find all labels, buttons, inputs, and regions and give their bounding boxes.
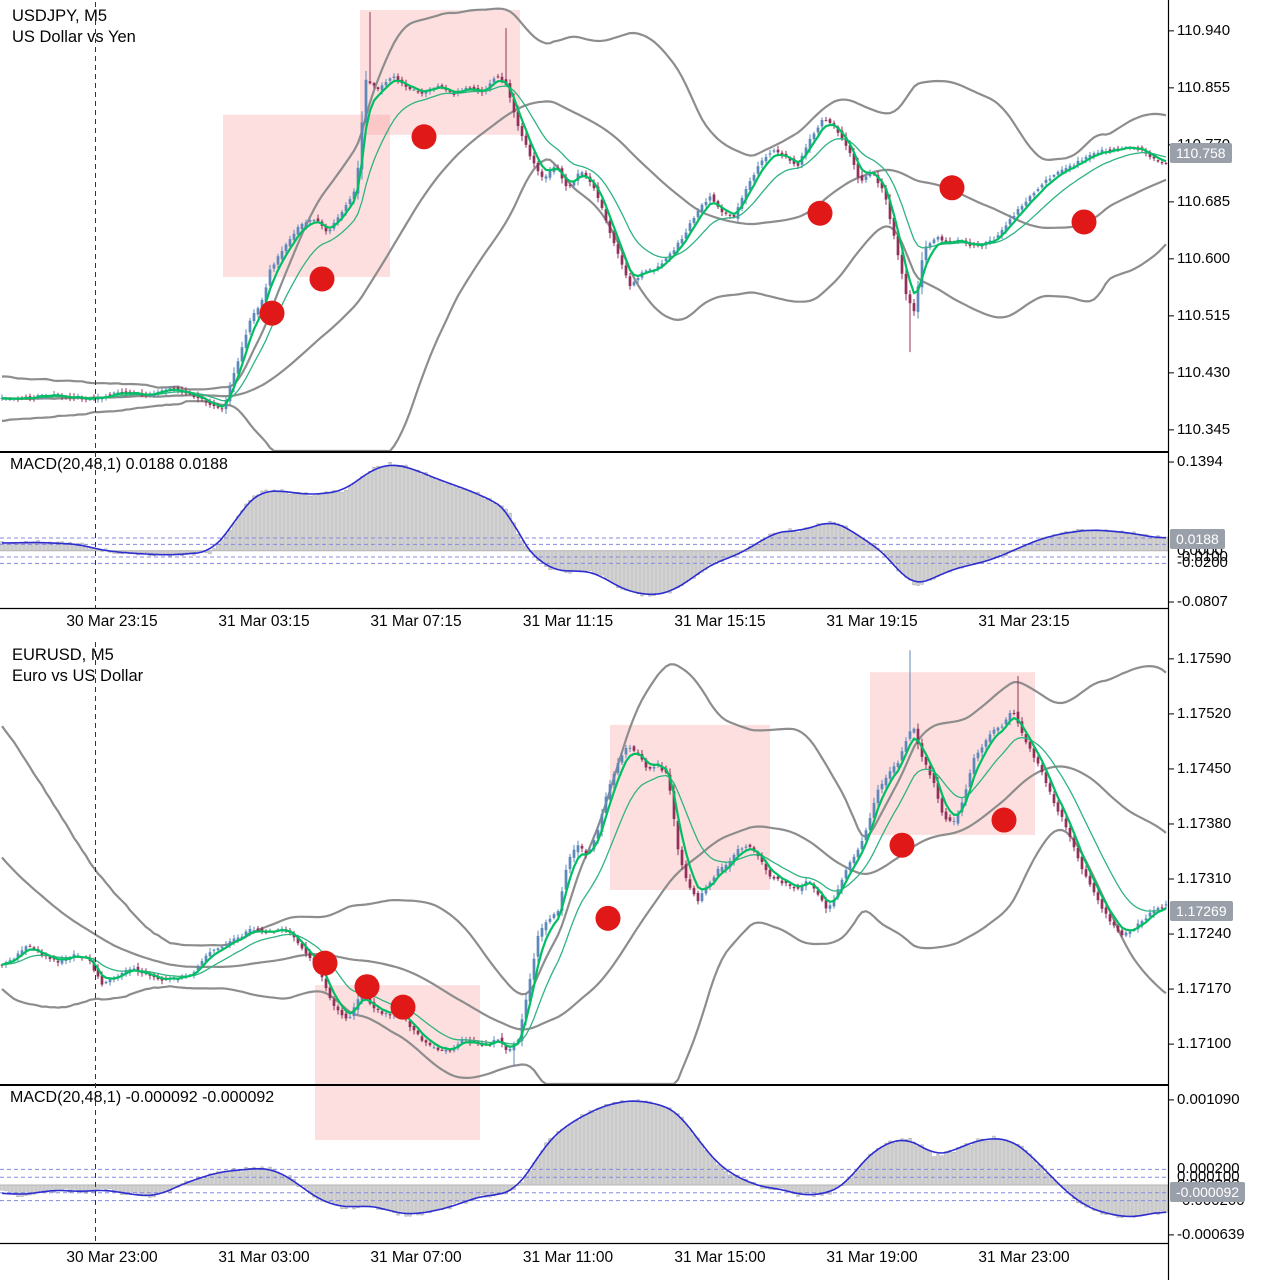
chart-canvas[interactable]: [0, 0, 1280, 1280]
trading-charts-app: USDJPY, M5 US Dollar vs Yen MACD(20,48,1…: [0, 0, 1280, 1280]
